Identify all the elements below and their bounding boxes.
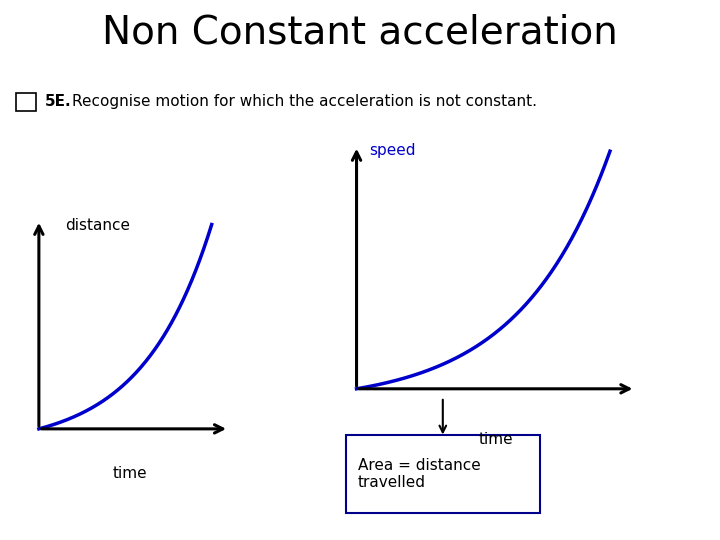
Text: speed: speed [369,143,415,158]
Text: time: time [479,432,513,447]
Text: time: time [112,466,147,481]
Text: Non Constant acceleration: Non Constant acceleration [102,14,618,51]
Text: Recognise motion for which the acceleration is not constant.: Recognise motion for which the accelerat… [72,94,537,109]
FancyBboxPatch shape [346,435,540,513]
Text: 5E.: 5E. [45,94,71,109]
FancyBboxPatch shape [16,93,36,111]
Text: Area = distance
travelled: Area = distance travelled [358,457,480,490]
Text: distance: distance [65,218,130,233]
